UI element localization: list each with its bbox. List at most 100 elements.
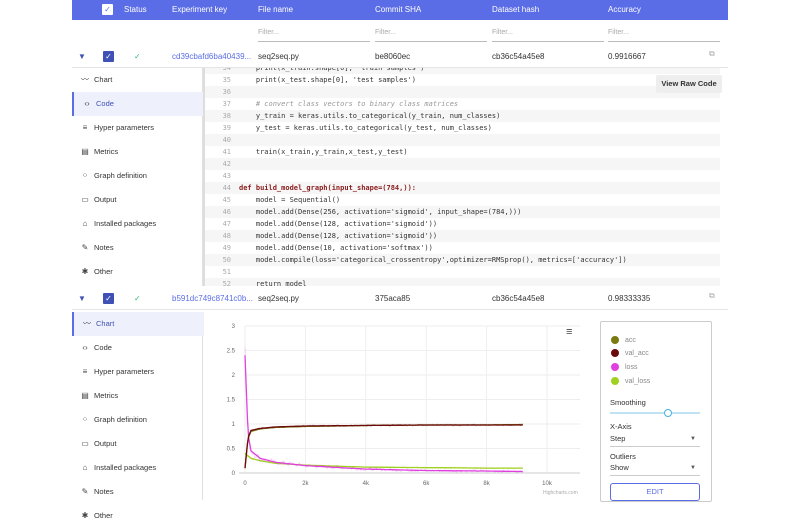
outliers-select[interactable]: Show ▼ — [610, 461, 700, 476]
filter-accuracy[interactable]: Filter... — [608, 26, 720, 42]
smoothing-label: Smoothing — [610, 398, 646, 407]
y-tick-label: 3 — [232, 324, 236, 330]
open-external-icon[interactable]: ⧉ — [709, 291, 715, 300]
sidebar-item-installed-packages[interactable]: ⌂ Installed packages — [72, 456, 202, 480]
table-row[interactable]: ▼ ✓ ✓ cd39cbafd6ba40439... seq2seq.py be… — [72, 45, 728, 68]
smoothing-slider[interactable] — [610, 409, 700, 417]
sidebar-item-output[interactable]: ▭ Output — [72, 188, 202, 212]
sidebar-item-chart[interactable]: 〰 Chart — [72, 312, 204, 336]
metrics-chart: 0 0.5 1 1.5 2 2.5 3 0 2k 4k 6k 8k 10k — [227, 324, 580, 487]
col-accuracy[interactable]: Accuracy — [608, 5, 641, 14]
code-text: train(x_train,y_train,x_test,y_test) — [239, 148, 408, 156]
installed-packages-icon: ⌂ — [82, 219, 88, 228]
edit-button[interactable]: EDIT — [610, 483, 700, 501]
experiment-key-link[interactable]: b591dc749c8741c0b... — [172, 294, 253, 303]
code-line: 47 model.add(Dense(128, activation='sigm… — [205, 218, 720, 230]
line-number: 39 — [222, 124, 231, 132]
series-raw-loss — [244, 347, 524, 474]
view-raw-code-button[interactable]: View Raw Code — [656, 75, 722, 93]
collapse-caret-icon[interactable]: ▼ — [78, 294, 86, 303]
legend-val-loss[interactable]: val_loss — [611, 377, 650, 385]
line-number: 49 — [222, 244, 231, 252]
code-text: y_train = keras.utils.to_categorical(y_t… — [239, 112, 501, 120]
legend-val-acc[interactable]: val_acc — [611, 349, 649, 357]
code-line: 50 model.compile(loss='categorical_cross… — [205, 254, 720, 266]
col-commit-sha[interactable]: Commit SHA — [375, 5, 422, 14]
code-line: 51 — [205, 266, 720, 278]
sidebar-item-other[interactable]: ✱ Other — [72, 260, 202, 284]
sidebar-item-hyper-parameters[interactable]: ≡ Hyper parameters — [72, 360, 202, 384]
chart-settings-panel: acc val_acc loss val_loss Smoothing X-Ax… — [600, 321, 712, 502]
outliers-label: Outliers — [610, 452, 636, 461]
series-line-val_acc[interactable] — [244, 424, 523, 469]
col-experiment-key[interactable]: Experiment key — [172, 5, 228, 14]
code-line: 38 y_train = keras.utils.to_categorical(… — [205, 110, 720, 122]
sidebar-item-installed-packages[interactable]: ⌂ Installed packages — [72, 212, 202, 236]
line-number: 48 — [222, 232, 231, 240]
code-line: 36 — [205, 86, 720, 98]
graph-definition-icon: ⁘ — [81, 171, 89, 180]
hyper-parameters-icon: ≡ — [82, 367, 88, 376]
sidebar-item-graph-definition[interactable]: ⁘ Graph definition — [72, 164, 202, 188]
sidebar-item-metrics[interactable]: ▤ Metrics — [72, 384, 202, 408]
sidebar-item-code[interactable]: ‹› Code — [72, 92, 204, 116]
sidebar-item-code[interactable]: ‹› Code — [72, 336, 202, 360]
sidebar-item-metrics[interactable]: ▤ Metrics — [72, 140, 202, 164]
code-line: 49 model.add(Dense(10, activation='softm… — [205, 242, 720, 254]
legend-acc[interactable]: acc — [611, 336, 636, 344]
sidebar-item-notes[interactable]: ✎ Notes — [72, 236, 202, 260]
collapse-caret-icon[interactable]: ▼ — [78, 52, 86, 61]
sidebar-item-hyper-parameters[interactable]: ≡ Hyper parameters — [72, 116, 202, 140]
sidebar-item-graph-definition[interactable]: ⁘ Graph definition — [72, 408, 202, 432]
legend-loss[interactable]: loss — [611, 363, 637, 371]
experiment-key-link[interactable]: cd39cbafd6ba40439... — [172, 52, 252, 61]
sidebar-item-notes[interactable]: ✎ Notes — [72, 480, 202, 504]
select-all-checkbox[interactable]: ✓ — [102, 4, 113, 15]
filter-file-name[interactable]: Filter... — [258, 26, 370, 42]
sidebar-item-label: Output — [94, 439, 117, 448]
sidebar-item-chart[interactable]: 〰 Chart — [72, 68, 202, 92]
col-dataset-hash[interactable]: Dataset hash — [492, 5, 540, 14]
commit-sha: 375aca85 — [375, 294, 411, 303]
sidebar-item-output[interactable]: ▭ Output — [72, 432, 202, 456]
filter-commit-sha[interactable]: Filter... — [375, 26, 487, 42]
output-icon: ▭ — [81, 439, 89, 448]
code-line: 52 return model — [205, 278, 720, 286]
row-checkbox[interactable]: ✓ — [103, 51, 114, 62]
code-line: 43 — [205, 170, 720, 182]
smoothing-slider-handle[interactable] — [664, 409, 672, 417]
code-text: print(x_train.shape[0], 'train samples') — [239, 68, 425, 72]
line-number: 47 — [222, 220, 231, 228]
col-file-name[interactable]: File name — [258, 5, 294, 14]
line-number: 34 — [222, 68, 231, 72]
chart-menu-icon[interactable]: ≡ — [566, 326, 573, 338]
other-icon: ✱ — [81, 267, 89, 276]
col-status[interactable]: Status — [124, 5, 147, 14]
code-icon: ‹› — [82, 343, 88, 352]
x-tick-label: 8k — [483, 481, 490, 487]
chart-icon: 〰 — [83, 319, 91, 328]
series-line-val_loss[interactable] — [244, 452, 523, 469]
code-text: model = Sequential() — [239, 196, 341, 204]
sidebar-item-label: Metrics — [94, 147, 119, 156]
status-check-icon: ✓ — [134, 294, 141, 303]
series-line-acc[interactable] — [244, 423, 523, 469]
filter-dataset-hash[interactable]: Filter... — [492, 26, 604, 42]
legend-label: val_acc — [625, 349, 649, 357]
line-number: 43 — [222, 172, 231, 180]
line-number: 44 — [222, 184, 231, 192]
code-line: 41 train(x_train,y_train,x_test,y_test) — [205, 146, 720, 158]
notes-icon: ✎ — [81, 243, 89, 252]
series-line-loss[interactable] — [244, 355, 523, 473]
x-axis-select[interactable]: Step ▼ — [610, 432, 700, 447]
open-external-icon[interactable]: ⧉ — [709, 49, 715, 58]
y-tick-label: 2 — [232, 373, 236, 379]
sidebar-item-label: Installed packages — [94, 463, 157, 472]
sidebar-item-other[interactable]: ✱ Other — [72, 504, 202, 528]
line-number: 42 — [222, 160, 231, 168]
table-row[interactable]: ▼ ✓ ✓ b591dc749c8741c0b... seq2seq.py 37… — [72, 287, 728, 310]
row-checkbox[interactable]: ✓ — [103, 293, 114, 304]
accuracy: 0.98333335 — [608, 294, 651, 303]
code-line: 37 # convert class vectors to binary cla… — [205, 98, 720, 110]
code-line: 42 — [205, 158, 720, 170]
